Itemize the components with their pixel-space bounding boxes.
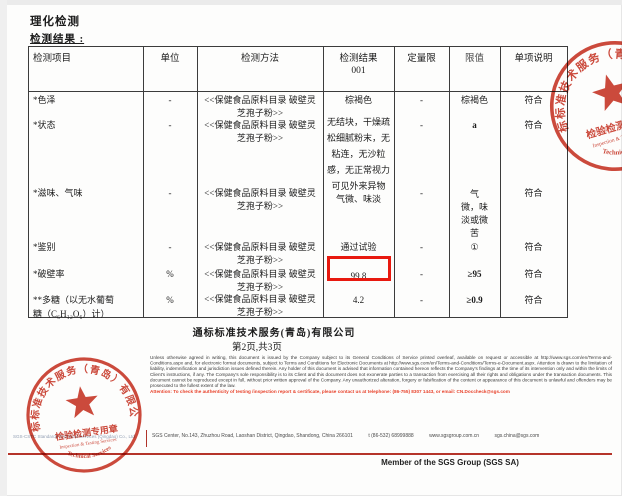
row3-evaluation: 符合	[524, 188, 543, 198]
section-title: 理化检测	[30, 16, 80, 28]
row3-method: <<保健食品原料目录 破壁灵 芝孢子粉>>	[204, 188, 316, 211]
table-grid-line	[143, 47, 144, 317]
row2-loq: -	[420, 120, 423, 130]
row4-evaluation: 符合	[524, 242, 543, 252]
header-loq: 定量限	[407, 54, 436, 64]
row6-item: **多糖（以无水葡萄 糖（C₆H₁₂O₆）计）	[33, 295, 115, 319]
row2-result: 无结块，干燥疏 松细腻粉末，无 粘连，无沙粒 感，无正常视力 可见外来异物	[326, 117, 390, 191]
row5-evaluation: 符合	[524, 269, 543, 279]
table-grid-line	[500, 47, 501, 317]
row6-limit: ≥0.9	[466, 295, 483, 305]
row1-unit: -	[168, 95, 172, 105]
header-item: 检测项目	[33, 54, 72, 64]
row5-limit: ≥95	[467, 269, 482, 279]
header-unit: 单位	[160, 54, 180, 64]
email-text: sgs.china@sgs.com	[494, 433, 540, 439]
table-body: *色泽 - <<保健食品原料目录 破壁灵 芝孢子粉>> 棕褐色 - 棕褐色 符合…	[29, 91, 567, 319]
row2-method: <<保健食品原料目录 破壁灵 芝孢子粉>>	[204, 120, 316, 143]
row2-evaluation: 符合	[524, 120, 543, 130]
row3-unit: -	[168, 188, 172, 198]
row5-loq: -	[420, 269, 423, 279]
row5-method: <<保健食品原料目录 破壁灵 芝孢子粉>>	[204, 269, 316, 292]
header-evaluation: 单项说明	[514, 54, 553, 64]
company-seal-stamp: 通标标准技术服务（青岛）有限公司 检验检测专用章 Inspection & Te…	[7, 337, 154, 485]
row1-method: <<保健食品原料目录 破壁灵 芝孢子粉>>	[204, 95, 316, 118]
row3-item: *滋味、气味	[33, 188, 83, 198]
star-icon	[592, 74, 622, 112]
row2-unit: -	[168, 120, 172, 130]
disclaimer-text: Unless otherwise agreed in writing, this…	[150, 355, 612, 389]
address-line: SGS Center, No.143, Zhuzhou Road, Laosha…	[152, 433, 622, 439]
member-line: Member of the SGS Group (SGS SA)	[381, 458, 519, 467]
row2-limit: a	[472, 120, 477, 130]
row4-item: *鉴别	[33, 242, 56, 252]
row1-evaluation: 符合	[524, 95, 543, 105]
row6-unit: %	[166, 295, 174, 305]
table-grid-line	[394, 47, 395, 317]
page-number: 第2页,共3页	[232, 343, 282, 353]
result-highlight-box	[327, 256, 391, 281]
issuing-company-name: 通标标准技术服务(青岛)有限公司	[192, 328, 356, 339]
row2-item: *状态	[33, 120, 56, 130]
row4-limit: ①	[470, 242, 479, 252]
seal-graphic: 通标标准技术服务（青岛）有限公司 检验检测专用章 Inspection & Te…	[7, 337, 142, 473]
row4-method: <<保健食品原料目录 破壁灵 芝孢子粉>>	[204, 242, 316, 265]
row6-evaluation: 符合	[524, 295, 543, 305]
table-grid-line	[29, 91, 567, 92]
row3-limit: 气 微，味 淡或微 苦	[460, 189, 488, 238]
row3-result: 气微、味淡	[335, 194, 381, 204]
website-text: www.sgsgroup.com.cn	[429, 433, 480, 439]
star-icon	[65, 386, 98, 419]
header-method: 检测方法	[240, 54, 279, 64]
row6-method: <<保健食品原料目录 破壁灵 芝孢子粉>>	[204, 294, 316, 317]
footer-divider	[146, 430, 147, 447]
attention-text: Attention: To check the authenticity of …	[150, 389, 510, 395]
row1-result: 棕褐色	[344, 95, 372, 105]
row1-loq: -	[420, 95, 423, 105]
row1-item: *色泽	[33, 95, 56, 105]
table-grid-line	[197, 47, 198, 317]
address-text: SGS Center, No.143, Zhuzhou Road, Laosha…	[152, 433, 353, 439]
row1-limit: 棕褐色	[460, 95, 488, 105]
row6-result: 4.2	[352, 295, 365, 305]
results-table: 检测项目 单位 检测方法 检测结果 001 定量限 限值 单项说明 *色泽 - …	[28, 46, 568, 319]
row6-loq: -	[420, 295, 423, 305]
scan-edge	[0, 0, 622, 5]
row4-loq: -	[420, 242, 423, 252]
row5-item: *破壁率	[33, 269, 65, 279]
row4-unit: -	[168, 242, 172, 252]
row3-loq: -	[420, 188, 423, 198]
row4-result: 通过试验	[340, 242, 377, 252]
table-grid-line	[323, 47, 324, 317]
phone-text: t (86-532) 68999888	[368, 433, 414, 439]
results-label: 检测结果 :	[30, 34, 85, 45]
disclaimer-block: Unless otherwise agreed in writing, this…	[150, 355, 612, 395]
header-limit: 限值	[464, 54, 484, 64]
table-grid-line	[449, 47, 450, 317]
company-name-en: SGS-CSTC Standards Technical Services (Q…	[13, 434, 135, 439]
header-result: 检测结果 001	[339, 54, 378, 76]
scan-edge	[0, 0, 7, 496]
row5-unit: %	[166, 269, 174, 279]
row5-result: 99.8	[350, 271, 367, 281]
footer-rule	[8, 453, 612, 455]
